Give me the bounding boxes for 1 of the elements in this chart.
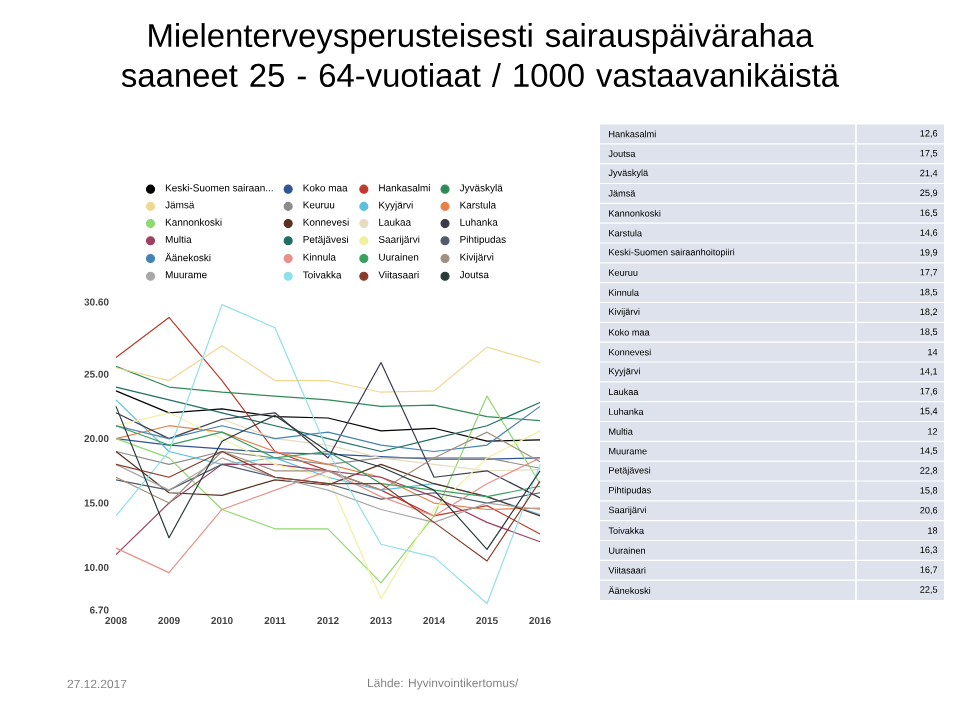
chart-title: Mielenterveysperusteisesti sairauspäivärahaa saaneet 25 - 64-vuotiaat / 1000 vastaavanikäistä: [121, 23, 840, 88]
